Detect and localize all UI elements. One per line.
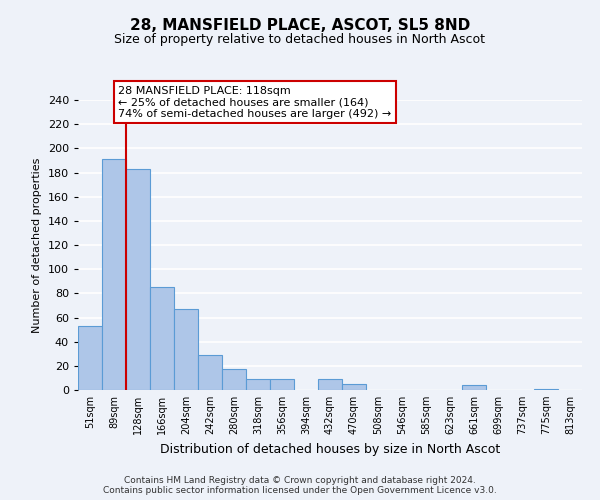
Bar	[102, 159, 126, 390]
Text: Contains public sector information licensed under the Open Government Licence v3: Contains public sector information licen…	[103, 486, 497, 495]
Text: Contains HM Land Registry data © Crown copyright and database right 2024.: Contains HM Land Registry data © Crown c…	[124, 476, 476, 485]
Bar	[318, 379, 342, 390]
Bar	[198, 355, 222, 390]
Bar	[126, 169, 150, 390]
X-axis label: Distribution of detached houses by size in North Ascot: Distribution of detached houses by size …	[160, 442, 500, 456]
Bar	[270, 379, 294, 390]
Bar	[222, 370, 246, 390]
Y-axis label: Number of detached properties: Number of detached properties	[32, 158, 42, 332]
Bar	[150, 288, 174, 390]
Text: 28 MANSFIELD PLACE: 118sqm
← 25% of detached houses are smaller (164)
74% of sem: 28 MANSFIELD PLACE: 118sqm ← 25% of deta…	[118, 86, 392, 118]
Text: Size of property relative to detached houses in North Ascot: Size of property relative to detached ho…	[115, 32, 485, 46]
Bar	[78, 326, 102, 390]
Bar	[342, 384, 366, 390]
Bar	[462, 385, 486, 390]
Bar	[534, 389, 558, 390]
Bar	[174, 309, 198, 390]
Bar	[246, 379, 270, 390]
Text: 28, MANSFIELD PLACE, ASCOT, SL5 8ND: 28, MANSFIELD PLACE, ASCOT, SL5 8ND	[130, 18, 470, 32]
